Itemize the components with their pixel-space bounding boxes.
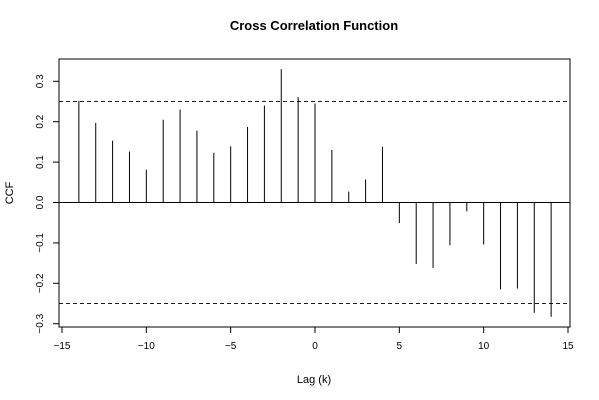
ccf-bars (78, 69, 552, 317)
y-tick-label: 0.3 (35, 74, 46, 88)
y-tick-label: −0.1 (35, 233, 46, 253)
chart-title: Cross Correlation Function (230, 18, 398, 33)
confidence-bounds (59, 101, 570, 304)
x-tick-label: −15 (54, 341, 71, 352)
x-axis-label: Lag (k) (297, 374, 331, 386)
x-tick-label: 15 (562, 341, 574, 352)
y-tick-label: 0.0 (35, 195, 46, 209)
x-axis: −15 −10 −5 0 5 10 15 (54, 326, 574, 352)
y-tick-label: 0.2 (35, 114, 46, 128)
y-axis-label: CCF (4, 181, 16, 204)
y-tick-label: 0.1 (35, 155, 46, 169)
y-axis: −0.3 −0.2 −0.1 0.0 0.1 0.2 0.3 (35, 74, 60, 334)
x-tick-label: 10 (478, 341, 490, 352)
x-tick-label: −10 (138, 341, 155, 352)
x-tick-label: 0 (312, 341, 318, 352)
y-tick-label: −0.2 (35, 273, 46, 293)
y-tick-label: −0.3 (35, 313, 46, 333)
x-tick-label: 5 (397, 341, 403, 352)
x-tick-label: −5 (225, 341, 237, 352)
